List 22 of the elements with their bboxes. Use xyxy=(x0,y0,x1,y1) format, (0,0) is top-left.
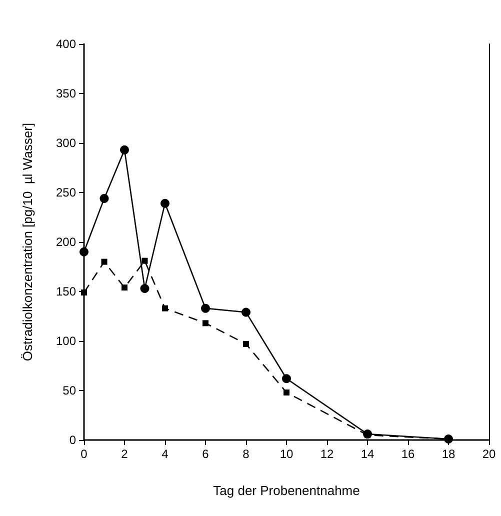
x-tick-label: 12 xyxy=(320,447,334,461)
x-tick-label: 0 xyxy=(80,447,88,461)
x-tick-label: 2 xyxy=(121,447,128,461)
y-axis-title: Östradiolkonzentration [pg/10 µl Wasser] xyxy=(20,122,35,362)
y-tick-label: 300 xyxy=(56,136,76,150)
y-tick-label: 50 xyxy=(62,384,76,398)
x-tick-label: 14 xyxy=(360,447,374,461)
x-tick-label: 20 xyxy=(482,447,496,461)
y-tick-label: 250 xyxy=(56,186,76,200)
x-tick-label: 4 xyxy=(162,447,169,461)
y-tick-label: 350 xyxy=(56,86,76,100)
x-axis-title: Tag der Probenentnahme xyxy=(213,483,360,498)
y-tick-label: 400 xyxy=(56,37,76,51)
x-tick-label: 10 xyxy=(280,447,294,461)
y-tick-label: 100 xyxy=(56,334,76,348)
y-tick-label: 200 xyxy=(56,235,76,249)
x-tick-label: 16 xyxy=(401,447,415,461)
x-tick-label: 6 xyxy=(202,447,210,461)
x-tick-label: 18 xyxy=(442,447,456,461)
y-tick-label: 150 xyxy=(56,284,76,298)
y-tick-label: 0 xyxy=(69,433,76,447)
x-tick-label: 8 xyxy=(242,447,250,461)
